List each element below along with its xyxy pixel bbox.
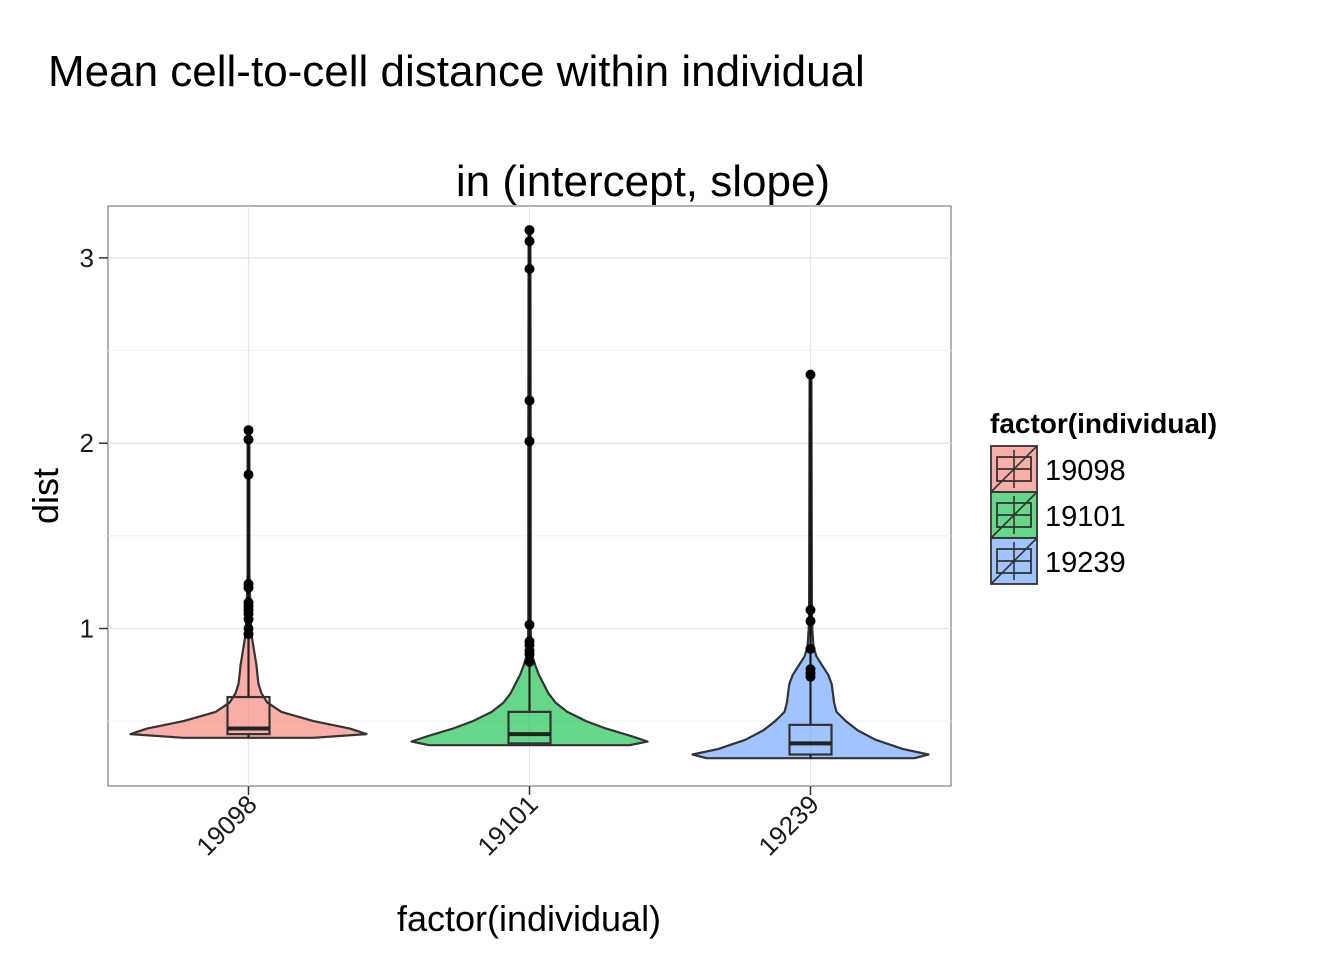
legend-item: 19098 — [990, 445, 1126, 493]
box — [507, 710, 552, 745]
outlier-point — [524, 264, 535, 275]
x-tick-label: 19239 — [752, 789, 824, 861]
outlier-point — [243, 623, 254, 634]
legend-item: 19101 — [990, 491, 1126, 539]
legend-item: 19239 — [990, 537, 1126, 585]
chart-title-line1: Mean cell-to-cell distance within indivi… — [48, 47, 865, 96]
y-axis: 1 2 3 — [80, 243, 108, 643]
outlier-point — [243, 469, 254, 480]
violins — [129, 225, 930, 760]
violin-group — [410, 225, 649, 747]
x-axis-title: factor(individual) — [397, 898, 661, 939]
legend-label: 19239 — [1045, 547, 1126, 579]
legend-label: 19098 — [1045, 455, 1126, 487]
outlier-point — [524, 236, 535, 247]
outlier-point — [243, 434, 254, 445]
x-tick-label: 19098 — [190, 789, 262, 861]
y-axis-title: dist — [25, 468, 66, 524]
outlier-point — [805, 643, 816, 654]
x-axis: 19098 19101 19239 — [190, 786, 825, 861]
y-tick-label: 1 — [80, 613, 94, 643]
chart-title-line2: in (intercept, slope) — [456, 157, 830, 206]
box — [788, 723, 833, 756]
legend-title: factor(individual) — [990, 408, 1217, 439]
y-tick-label: 2 — [80, 428, 94, 458]
outlier-point — [243, 579, 254, 590]
box — [226, 695, 271, 736]
outlier-point — [524, 436, 535, 447]
outlier-point — [243, 425, 254, 436]
x-tick-label: 19101 — [471, 789, 543, 861]
violin-group — [129, 425, 368, 739]
y-tick-label: 3 — [80, 243, 94, 273]
outlier-point — [524, 636, 535, 647]
violin-group — [691, 369, 930, 760]
outlier-point — [805, 616, 816, 627]
outlier-point — [805, 604, 816, 615]
outlier-point — [243, 597, 254, 608]
legend-label: 19101 — [1045, 501, 1126, 533]
outlier-point — [805, 369, 816, 380]
outlier-point — [805, 664, 816, 675]
outlier-point — [524, 395, 535, 406]
outlier-point — [524, 656, 535, 667]
legend: factor(individual) 19098 19101 19239 — [990, 408, 1217, 585]
outlier-point — [524, 225, 535, 236]
outlier-point — [524, 619, 535, 630]
